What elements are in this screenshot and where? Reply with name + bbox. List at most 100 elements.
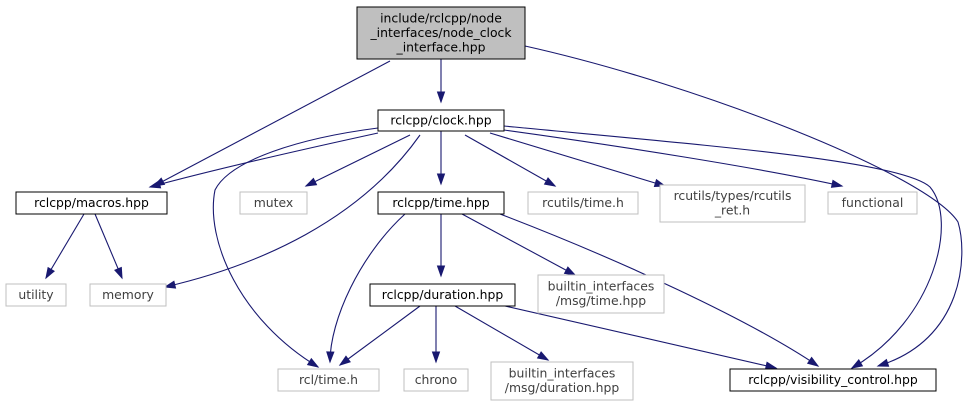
edge-duration-to-bi_duration — [454, 305, 550, 361]
edge-arrowhead-icon — [338, 355, 351, 366]
edge-arrowhead-icon — [436, 91, 446, 104]
edge-duration-to-rcl_time — [338, 305, 421, 366]
node-box — [369, 283, 516, 307]
edge-line — [499, 213, 819, 367]
node-label-line: functional — [842, 195, 904, 210]
node-box — [239, 191, 308, 215]
edge-line — [45, 213, 85, 279]
edge-line — [489, 132, 666, 187]
edge-node_clock_interface-to-visibility — [524, 45, 963, 367]
edge-clock-to-functional — [503, 129, 844, 188]
node-rcl-time: rcl/time.h — [277, 368, 380, 392]
node-box — [527, 191, 639, 215]
edge-line — [454, 305, 549, 361]
edge-clock-to-memory — [163, 134, 421, 289]
edge-line — [305, 134, 411, 187]
edge-time_hpp-to-bi_time — [461, 213, 577, 276]
edge-arrowhead-icon — [764, 361, 778, 370]
node-box — [659, 184, 806, 223]
node-box — [356, 6, 526, 60]
edge-arrowhead-icon — [114, 266, 123, 280]
edge-clock-to-rcutils_time — [464, 134, 557, 187]
edge-time_hpp-to-visibility — [499, 213, 820, 367]
edge-arrowhead-icon — [163, 280, 177, 289]
node-box — [5, 283, 67, 307]
edge-arrowhead-icon — [536, 351, 550, 361]
node-clock[interactable]: rclcpp/clock.hpp — [377, 109, 505, 132]
edges-layer — [45, 45, 963, 370]
edge-line — [464, 134, 556, 187]
edge-clock-to-mutex — [304, 134, 411, 187]
edge-arrowhead-icon — [436, 265, 446, 278]
node-box — [537, 274, 665, 314]
node-label-line: mutex — [254, 195, 294, 210]
edge-line — [149, 132, 379, 188]
node-label-line: /msg/time.hpp — [556, 293, 646, 308]
node-box — [729, 368, 937, 392]
edge-clock-to-rcutils_ret — [489, 132, 667, 187]
node-visibility[interactable]: rclcpp/visibility_control.hpp — [729, 368, 937, 392]
edge-arrowhead-icon — [876, 358, 890, 367]
edge-line — [504, 305, 777, 369]
node-box — [490, 361, 634, 401]
edge-clock-to-visibility — [503, 125, 942, 369]
node-time-hpp[interactable]: rclcpp/time.hpp — [377, 191, 505, 215]
node-label-line: rclcpp/visibility_control.hpp — [748, 372, 918, 387]
node-label-line: include/rclcpp/node — [380, 10, 502, 25]
edge-time_hpp-to-rcl_time — [326, 213, 406, 364]
edge-macros-to-utility — [45, 213, 85, 280]
node-label-line: _interfaces/node_clock — [369, 25, 512, 40]
node-bi-duration: builtin_interfaces/msg/duration.hpp — [490, 361, 634, 401]
node-mutex: mutex — [239, 191, 308, 215]
edge-duration-to-chrono — [431, 306, 441, 364]
node-utility: utility — [5, 283, 67, 307]
node-box — [403, 368, 469, 392]
node-label-line: /msg/duration.hpp — [505, 380, 620, 395]
edge-arrowhead-icon — [543, 177, 557, 187]
node-label-line: rcl/time.h — [299, 372, 358, 387]
edge-line — [164, 134, 421, 288]
edge-arrowhead-icon — [304, 177, 318, 187]
node-label-line: builtin_interfaces — [548, 279, 655, 294]
edge-arrowhead-icon — [806, 356, 820, 367]
edge-line — [212, 127, 379, 368]
edge-arrowhead-icon — [45, 266, 55, 280]
edge-arrowhead-icon — [148, 180, 162, 189]
edge-macros-to-memory — [94, 213, 123, 280]
node-box — [827, 191, 918, 215]
edge-line — [153, 60, 391, 187]
edge-time_hpp-to-duration — [436, 214, 446, 278]
edge-arrowhead-icon — [436, 173, 446, 186]
edge-arrowhead-icon — [850, 358, 864, 369]
node-label-line: chrono — [415, 372, 458, 387]
node-box — [377, 109, 505, 132]
edge-line — [503, 129, 843, 187]
edge-arrowhead-icon — [830, 179, 844, 188]
node-rcutils-ret: rcutils/types/rcutils_ret.h — [659, 184, 806, 223]
edge-line — [503, 125, 942, 369]
edge-line — [461, 213, 576, 276]
node-box — [89, 283, 167, 307]
node-chrono: chrono — [403, 368, 469, 392]
node-label-line: memory — [102, 287, 154, 302]
edge-node_clock_interface-to-macros — [152, 60, 391, 187]
node-label-line: _interface.hpp — [396, 39, 486, 54]
node-label-line: _ret.h — [714, 203, 750, 218]
edge-arrowhead-icon — [563, 266, 577, 276]
node-label-line: rcutils/time.h — [542, 195, 624, 210]
node-label-line: utility — [18, 287, 53, 302]
node-label-line: rcutils/types/rcutils — [674, 188, 792, 203]
node-node-clock-interface[interactable]: include/rclcpp/node_interfaces/node_cloc… — [356, 6, 526, 60]
edge-arrowhead-icon — [431, 351, 441, 364]
edge-arrowhead-icon — [306, 357, 320, 368]
node-label-line: rclcpp/time.hpp — [392, 195, 489, 210]
edge-line — [94, 213, 123, 279]
node-bi-time: builtin_interfaces/msg/time.hpp — [537, 274, 665, 314]
node-memory: memory — [89, 283, 167, 307]
node-duration[interactable]: rclcpp/duration.hpp — [369, 283, 516, 307]
edge-line — [524, 45, 963, 367]
node-macros[interactable]: rclcpp/macros.hpp — [15, 191, 168, 215]
edge-clock-to-rcl_time — [212, 127, 379, 368]
edge-node_clock_interface-to-clock — [436, 59, 446, 104]
node-rcutils-time: rcutils/time.h — [527, 191, 639, 215]
